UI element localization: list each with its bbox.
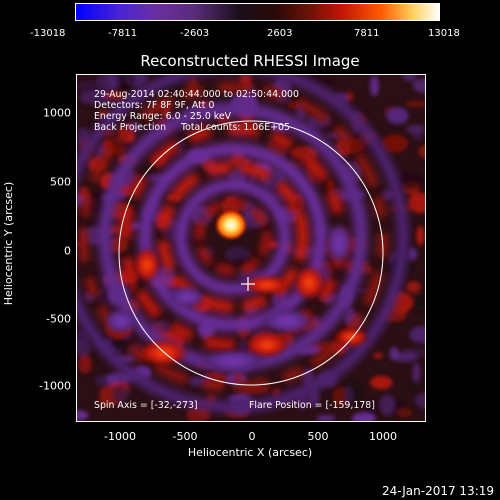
colorbar-tick: -2603: [180, 28, 210, 39]
y-tick: -500: [46, 312, 71, 326]
emission-blobs: [103, 221, 369, 373]
colorbar-tick: -13018: [30, 28, 66, 39]
energy-range-label: Energy Range: 6.0 - 25.0 keV: [94, 111, 232, 122]
flare-position-label: Flare Position = [-159,178]: [249, 400, 375, 411]
colorbar: [75, 3, 440, 21]
x-axis-ticks: -1000 -500 0 500 1000: [76, 430, 426, 444]
flare-source: [214, 209, 248, 241]
y-tick: -1000: [39, 379, 71, 393]
x-tick: 1000: [369, 430, 397, 443]
y-axis-label: Heliocentric Y (arcsec): [2, 181, 15, 306]
x-tick: 500: [307, 430, 329, 443]
colorbar-tick-labels: -13018 -7811 -2603 2603 7811 13018: [0, 28, 500, 42]
spin-axis-label: Spin Axis = [-32,-273]: [94, 400, 198, 411]
colorbar-tick: -7811: [108, 28, 138, 39]
colorbar-tick: 2603: [267, 28, 293, 39]
x-axis-label: Heliocentric X (arcsec): [187, 446, 313, 459]
detectors-label: Detectors: 7F 8F 9F, Att 0: [94, 100, 215, 111]
colorbar-tick: 7811: [354, 28, 380, 39]
spin-axis-marker: [241, 277, 255, 291]
y-tick: 500: [50, 175, 71, 189]
solar-image-frame: 29-Aug-2014 02:40:44.000 to 02:50:44.000…: [76, 74, 426, 422]
time-range-label: 29-Aug-2014 02:40:44.000 to 02:50:44.000: [94, 89, 299, 100]
method-counts-label: Back Projection Total counts: 1.06E+05: [94, 122, 290, 133]
rhessi-image: [77, 75, 425, 421]
y-tick: 0: [64, 244, 71, 258]
x-tick: -500: [172, 430, 198, 443]
y-tick: 1000: [43, 106, 71, 120]
solar-limb-circle: [118, 120, 384, 386]
y-axis-label-wrap: Heliocentric Y (arcsec): [2, 120, 15, 306]
y-axis-ticks: 1000 500 0 -500 -1000: [20, 74, 71, 422]
x-tick: -1000: [104, 430, 136, 443]
colorbar-tick: 13018: [428, 28, 460, 39]
generated-timestamp: 24-Jan-2017 13:19: [381, 484, 494, 498]
x-tick: 0: [248, 430, 256, 443]
ring-pattern: [77, 75, 409, 413]
image-title: Reconstructed RHESSI Image: [140, 52, 360, 70]
